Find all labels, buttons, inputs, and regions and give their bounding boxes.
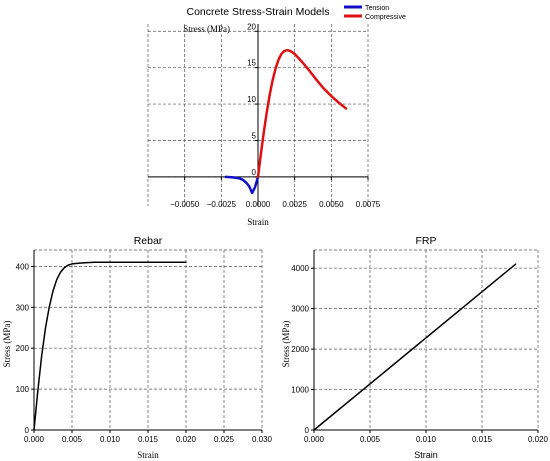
y-axis-label: Stress (MPa) (183, 24, 230, 34)
x-tick-label: 0.0075 (356, 200, 381, 209)
chart-rebar: Rebar Strain Stress (MPa) 0.000 0.005 0.01… (2, 235, 273, 460)
x-axis-label: Strain (414, 450, 438, 460)
x-tick-label: 0.000 (24, 435, 45, 444)
y-tick-label: 100 (16, 385, 30, 394)
y-axis-label: Stress (MPa) (281, 321, 291, 368)
y-tick-label: 0 (252, 168, 257, 177)
series-lines (313, 263, 517, 431)
y-tick-label: 400 (16, 262, 30, 271)
x-tick-label: 0.010 (416, 435, 437, 444)
y-tick-label: 200 (16, 344, 30, 353)
series-line (33, 261, 187, 431)
tick-labels: −0.0050 −0.0025 0.0000 0.0025 0.0050 0.0075 0 5… (170, 22, 381, 209)
y-tick-label: 0 (25, 426, 30, 435)
series-line-compressive (256, 48, 348, 179)
x-tick-label: 0.030 (252, 435, 273, 444)
chart-title: Concrete Stress-Strain Models (187, 6, 330, 18)
tick-labels: 0.000 0.005 0.010 0.015 0.020 0 1000 2000 3000 40… (291, 264, 548, 444)
x-tick-label: 0.000 (304, 435, 325, 444)
x-tick-label: −0.0025 (207, 200, 237, 209)
y-tick-label: 2000 (291, 345, 309, 354)
series-line (313, 263, 517, 431)
y-tick-label: 300 (16, 303, 30, 312)
x-tick-label: 0.020 (528, 435, 549, 444)
y-tick-label: 4000 (291, 264, 309, 273)
legend-label-compressive: Compressive (365, 14, 406, 21)
grid (314, 249, 539, 430)
legend: Tension Compressive (344, 5, 406, 21)
y-tick-label: 20 (247, 22, 256, 31)
x-tick-label: 0.015 (138, 435, 159, 444)
series-line-tension (224, 175, 260, 195)
x-tick-label: 0.0000 (246, 200, 271, 209)
legend-label-tension: Tension (365, 5, 389, 12)
axes (311, 250, 539, 433)
y-tick-label: 10 (247, 95, 256, 104)
x-tick-label: 0.0025 (282, 200, 307, 209)
chart-concrete: Concrete Stress-Strain Models Stress (MP… (147, 5, 406, 227)
y-axis-label: Stress (MPa) (2, 321, 12, 368)
x-tick-label: −0.0050 (170, 200, 200, 209)
x-axis-label: Strain (247, 217, 269, 227)
x-tick-label: 0.005 (360, 435, 381, 444)
y-tick-label: 3000 (291, 305, 309, 314)
x-tick-label: 0.020 (176, 435, 197, 444)
y-tick-label: 1000 (291, 386, 309, 395)
chart-title: FRP (416, 235, 437, 247)
x-tick-label: 0.0050 (319, 200, 344, 209)
x-tick-label: 0.015 (472, 435, 493, 444)
x-tick-label: 0.010 (100, 435, 121, 444)
grid (34, 249, 263, 430)
y-tick-label: 0 (305, 426, 310, 435)
x-tick-label: 0.025 (214, 435, 235, 444)
x-tick-label: 0.005 (62, 435, 83, 444)
chart-title: Rebar (134, 235, 163, 247)
tick-labels: 0.000 0.005 0.010 0.015 0.020 0.025 0.030 0 100 2… (16, 262, 273, 444)
axes (31, 250, 263, 433)
series-lines (224, 48, 348, 195)
series-lines (33, 261, 187, 431)
chart-frp: FRP Strain Stress (MPa) 0.000 0.005 0.010 0… (281, 235, 549, 460)
y-tick-label: 15 (247, 59, 256, 68)
x-axis-label: Strain (137, 450, 159, 460)
y-tick-label: 5 (252, 131, 257, 140)
